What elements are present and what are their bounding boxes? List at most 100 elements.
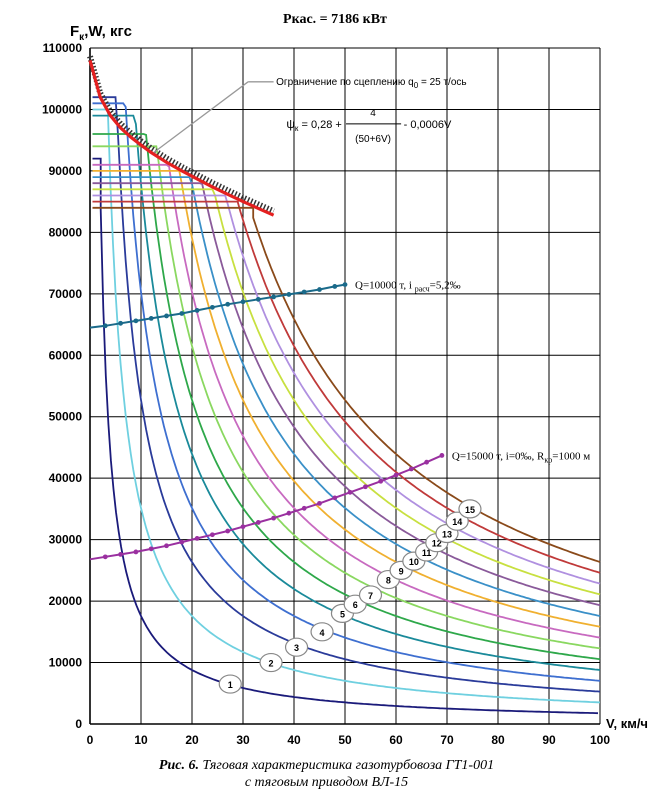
x-tick-label: 0 — [87, 733, 94, 747]
resistance-marker — [148, 546, 154, 552]
resistance-marker — [255, 520, 261, 525]
resistance-marker — [393, 472, 399, 478]
y-tick-label: 70000 — [49, 287, 83, 301]
figure-title: Тяговая характеристика газотурбовоза ГТ1… — [198, 758, 495, 773]
traction-curve-7 — [92, 145, 601, 650]
resistance-marker — [342, 282, 348, 287]
resistance-marker — [133, 549, 139, 555]
labels-layer: 0 10 20 30 40 50 60 70 80 90 100010000200003000040… — [42, 12, 648, 747]
resistance-marker — [317, 287, 322, 292]
curve-number-label: 5 — [340, 609, 345, 619]
traction-chart: 0 10 20 30 40 50 60 70 80 90 100010000200003000040… — [42, 12, 648, 747]
resistance-marker — [210, 532, 215, 538]
y-tick-label: 90000 — [49, 164, 83, 178]
curve-number-label: 8 — [386, 576, 391, 586]
curve-number-label: 7 — [368, 591, 373, 601]
traction-curve-9 — [92, 170, 601, 628]
x-tick-label: 20 — [185, 733, 199, 747]
curve-number-label: 4 — [320, 628, 325, 638]
figure-number: Рис. 6. — [158, 758, 199, 773]
curve-number-bubble — [358, 585, 383, 605]
adhesion-leader-line — [153, 81, 249, 153]
resistance-marker — [363, 484, 368, 490]
resistance-line-1 — [89, 283, 346, 329]
traction-curve-6 — [92, 133, 601, 661]
resistance-label-1: Q=10000 т, i расч=5,2‰ — [355, 280, 461, 294]
curve-number-label: 10 — [409, 557, 419, 567]
traction-curve-4 — [92, 102, 601, 682]
curve-number-label: 6 — [353, 600, 358, 610]
resistance-marker — [179, 539, 185, 545]
resistance-marker — [210, 304, 215, 310]
traction-curve-11 — [92, 182, 601, 607]
traction-curve-13 — [92, 194, 601, 585]
x-tick-label: 70 — [440, 733, 454, 747]
x-tick-label: 90 — [542, 733, 556, 747]
curve-number-label: 15 — [465, 505, 475, 515]
resistance-label-part: =5,2‰ — [430, 280, 461, 292]
resistance-marker — [301, 289, 307, 295]
formula-denominator: (50+6V) — [355, 134, 391, 145]
resistance-marker — [301, 505, 307, 511]
curve-number-label: 9 — [399, 566, 404, 576]
resistance-marker — [424, 459, 429, 465]
traction-curve-10 — [92, 176, 601, 617]
x-tick-label: 80 — [491, 733, 505, 747]
resistance-marker — [317, 500, 322, 506]
y-tick-label: 50000 — [49, 410, 83, 424]
formula-tail: - 0,0006V — [404, 119, 452, 131]
resistance-marker — [271, 294, 276, 300]
resistance-label-2: Q=15000 т, i=0‰, Rкр=1000 м — [452, 450, 590, 464]
resistance-marker — [255, 296, 261, 302]
resistance-line-2 — [89, 454, 443, 561]
y-axis-title-sub: к — [79, 32, 85, 43]
resistance-marker — [102, 554, 108, 560]
y-tick-label: 40000 — [49, 471, 83, 485]
resistance-marker — [148, 316, 154, 321]
curve-number-label: 13 — [442, 529, 452, 539]
resistance-marker — [225, 301, 231, 307]
resistance-marker — [164, 313, 169, 319]
traction-curve-14 — [92, 200, 601, 574]
x-tick-label: 10 — [134, 733, 148, 747]
formula-part: = 0,28 + — [298, 119, 341, 131]
y-tick-label: 110000 — [43, 41, 83, 55]
resistance-marker — [164, 543, 169, 549]
x-axis-title: V, км/ч — [606, 716, 648, 731]
curve-number-label: 3 — [294, 643, 299, 653]
y-tick-label: 10000 — [49, 656, 83, 670]
overlay-layer — [87, 55, 445, 561]
traction-curve-2 — [92, 108, 601, 704]
formula-left: ψк = 0,28 + — [286, 117, 342, 133]
resistance-marker — [347, 489, 353, 495]
formula-part: к — [295, 124, 299, 133]
resistance-marker — [240, 524, 246, 530]
resistance-marker — [332, 284, 338, 289]
x-tick-label: 60 — [389, 733, 403, 747]
x-tick-label: 100 — [590, 733, 610, 747]
curve-number-label: 2 — [269, 659, 274, 669]
resistance-marker — [439, 453, 445, 458]
adhesion-label-part: = 25 т/ось — [418, 77, 466, 88]
resistance-marker — [179, 311, 185, 316]
y-tick-label: 80000 — [49, 225, 83, 239]
curve-number-bubble — [259, 652, 283, 673]
traction-curve-15 — [92, 206, 601, 563]
y-axis-title: Fк,W, кгс — [70, 23, 132, 43]
x-tick-label: 30 — [236, 733, 250, 747]
traction-curve-12 — [92, 188, 601, 596]
resistance-marker — [194, 308, 200, 313]
resistance-marker — [286, 510, 292, 516]
x-tick-label: 50 — [338, 733, 352, 747]
adhesion-limit-line — [88, 59, 275, 217]
traction-curve-8 — [92, 163, 601, 639]
resistance-label-part: кр — [544, 455, 552, 464]
figure-caption-line1: Рис. 6. Тяговая характеристика газотурбо… — [0, 758, 653, 774]
curve-number-bubble — [458, 499, 482, 519]
resistance-marker — [378, 478, 384, 484]
curve-number-label: 1 — [228, 680, 233, 690]
adhesion-label-part: Ограничение по сцеплению q — [276, 77, 414, 88]
resistance-marker — [102, 323, 108, 329]
traction-curve-1 — [92, 157, 599, 715]
curve-number-bubble — [310, 622, 334, 642]
